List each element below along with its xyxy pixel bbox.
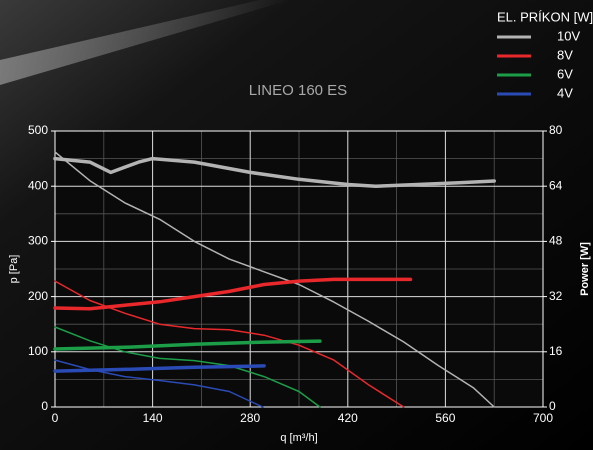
legend-label: 8V (557, 47, 573, 62)
x-tick-label: 0 (52, 411, 59, 425)
x-axis-label: q [m³/h] (280, 432, 317, 444)
y-tick-label: 400 (28, 178, 48, 192)
y-axis-label: p [Pa] (8, 255, 20, 284)
chart-title: LINEO 160 ES (249, 82, 347, 99)
y2-tick-label: 16 (549, 344, 563, 358)
light-streak (0, 0, 290, 85)
y-tick-label: 200 (28, 289, 48, 303)
power-line (53, 277, 413, 311)
power-line (53, 364, 266, 373)
y-tick-label: 0 (41, 399, 48, 413)
y2-tick-label: 32 (549, 289, 563, 303)
power-line (53, 339, 322, 351)
legend-label: 4V (557, 85, 573, 100)
power-line (53, 156, 496, 188)
x-tick-label: 140 (143, 411, 163, 425)
y2-tick-label: 48 (549, 234, 563, 248)
y-tick-label: 100 (28, 344, 48, 358)
y-tick-label: 300 (28, 234, 48, 248)
pressure-line (54, 326, 321, 408)
x-tick-label: 700 (533, 411, 553, 425)
y2-axis-label: Power [W] (579, 242, 591, 296)
y-tick-label: 500 (28, 123, 48, 137)
y2-tick-label: 0 (549, 399, 556, 413)
legend-title: EL. PRÍKON [W] (497, 9, 593, 24)
legend-label: 10V (557, 28, 580, 43)
pressure-line (54, 151, 495, 408)
y2-tick-label: 80 (549, 123, 563, 137)
x-tick-label: 420 (338, 411, 358, 425)
y2-tick-label: 64 (549, 178, 563, 192)
plot-frame (54, 130, 544, 408)
x-tick-label: 560 (435, 411, 455, 425)
x-tick-label: 280 (240, 411, 260, 425)
pressure-line (54, 280, 405, 408)
legend-label: 6V (557, 66, 573, 81)
